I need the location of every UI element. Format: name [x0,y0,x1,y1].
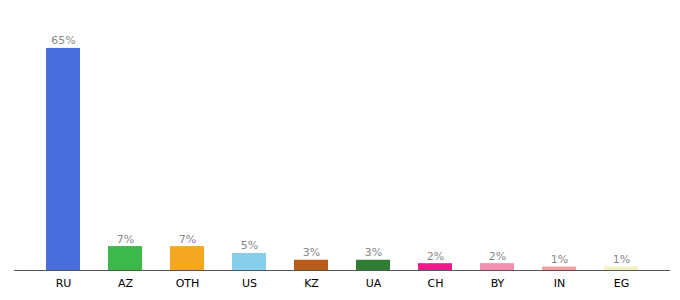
svg-text:1%: 1% [613,253,630,266]
svg-text:5%: 5% [241,239,258,252]
svg-text:KZ: KZ [304,277,319,290]
svg-text:3%: 3% [365,246,382,259]
svg-text:2%: 2% [489,250,506,263]
svg-text:3%: 3% [303,246,320,259]
svg-text:7%: 7% [179,233,196,246]
svg-text:CH: CH [428,277,444,290]
svg-text:AZ: AZ [118,277,134,290]
svg-text:IN: IN [554,277,565,290]
svg-text:65%: 65% [51,34,75,47]
svg-text:OTH: OTH [176,277,200,290]
svg-text:1%: 1% [551,253,568,266]
svg-text:UA: UA [366,277,382,290]
svg-text:BY: BY [491,277,505,290]
svg-text:EG: EG [614,277,629,290]
svg-text:7%: 7% [117,233,134,246]
svg-text:2%: 2% [427,250,444,263]
svg-text:US: US [242,277,257,290]
svg-text:RU: RU [56,277,72,290]
